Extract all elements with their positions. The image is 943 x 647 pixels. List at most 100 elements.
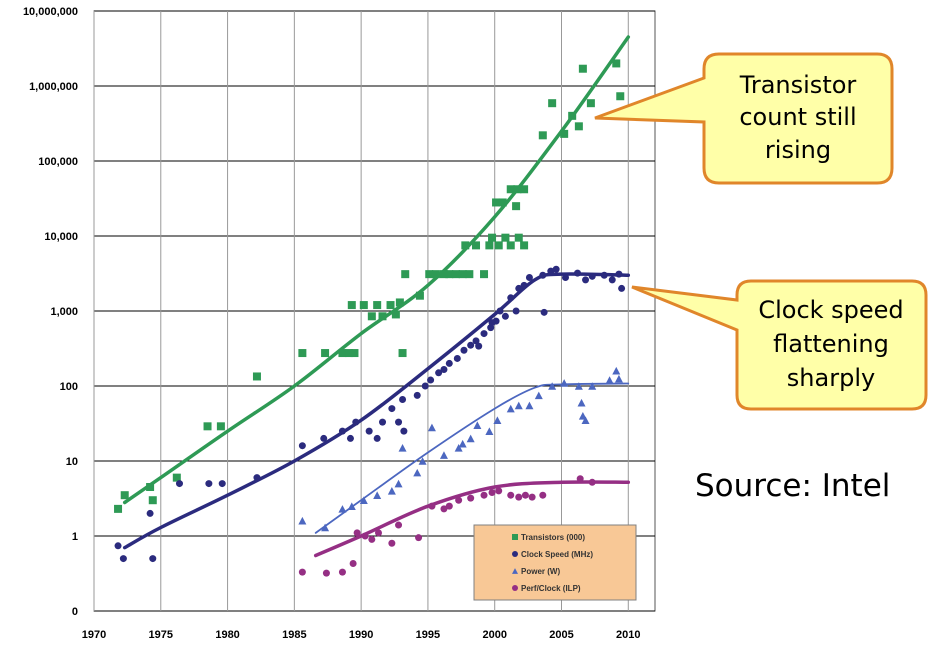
- clock-trend-line: [122, 272, 631, 550]
- x-tick-label: 1975: [149, 629, 173, 641]
- power-point: [485, 427, 494, 435]
- power-point: [398, 443, 407, 452]
- clock-point: [472, 337, 480, 345]
- transistors-point: [391, 310, 400, 319]
- power-point: [588, 382, 597, 390]
- legend-entry-clock: Clock Speed (MHz): [512, 550, 593, 559]
- legend-label-ilp: Perf/Clock (ILP): [521, 584, 581, 593]
- clock-point: [114, 542, 122, 550]
- clock-point: [365, 427, 373, 435]
- transistors-point: [492, 198, 501, 207]
- clock-point: [149, 555, 157, 563]
- transistors-point: [472, 241, 481, 250]
- transistors-point: [451, 270, 460, 279]
- clock-point: [338, 427, 346, 435]
- transistors-point: [367, 312, 376, 321]
- transistors-point: [321, 349, 330, 358]
- power-point: [394, 479, 403, 488]
- legend-marker-ilp: [512, 585, 518, 591]
- series-transistors: [114, 35, 631, 513]
- ilp-point: [353, 529, 361, 537]
- clock-point: [562, 273, 570, 281]
- transistors-point: [494, 241, 503, 250]
- ilp-point: [298, 568, 306, 576]
- clock-point: [475, 342, 483, 350]
- series-power: [298, 366, 630, 534]
- power-point: [427, 423, 436, 432]
- x-tick-label: 2010: [616, 629, 640, 641]
- ilp-point: [368, 535, 376, 543]
- power-point: [574, 382, 583, 390]
- clock-point: [399, 396, 407, 404]
- transistors-point: [148, 496, 157, 505]
- x-tick-label: 2005: [549, 629, 573, 641]
- transistors-point: [203, 422, 212, 431]
- power-point: [387, 487, 396, 495]
- clock-point: [540, 308, 548, 316]
- source-label: Source: Intel: [695, 468, 891, 504]
- ilp-point: [415, 534, 423, 542]
- clock-point: [480, 330, 488, 338]
- transistors-point: [338, 349, 347, 358]
- clock-point: [146, 509, 154, 517]
- ilp-point: [521, 491, 529, 499]
- clock-point: [379, 418, 387, 426]
- transistors-point: [485, 241, 494, 250]
- transistor-callout-bubble: [594, 52, 894, 185]
- clock-point: [175, 480, 183, 488]
- clock-point: [588, 272, 596, 280]
- transistors-point: [350, 349, 359, 358]
- power-point: [581, 416, 590, 424]
- clock-callout-bubble: [631, 279, 928, 411]
- power-point: [347, 502, 356, 510]
- legend-label-transistors: Transistors (000): [521, 533, 585, 542]
- transistors-point: [378, 312, 387, 321]
- transistor-callout-line-3: rising: [765, 136, 831, 164]
- legend-marker-transistors: [512, 534, 518, 540]
- transistors-point: [386, 301, 395, 310]
- transistors-point: [513, 185, 522, 194]
- transistors-point: [501, 233, 510, 242]
- transistors-point: [506, 185, 515, 194]
- transistors-point: [395, 298, 404, 307]
- legend-label-power: Power (W): [521, 567, 560, 576]
- clock-point: [515, 284, 523, 292]
- legend-marker-power: [512, 568, 518, 574]
- transistors-point: [574, 122, 583, 131]
- clock-point: [346, 434, 354, 442]
- clock-point: [427, 376, 435, 384]
- clock-point: [435, 369, 443, 377]
- clock-point: [395, 418, 403, 426]
- ilp-point: [322, 569, 330, 577]
- ilp-point: [588, 478, 596, 486]
- y-tick-label: 1: [72, 531, 78, 543]
- clock-point: [453, 354, 461, 362]
- transistors-point: [480, 270, 489, 279]
- legend-entry-power: Power (W): [512, 567, 560, 576]
- ilp-point: [349, 559, 357, 567]
- ilp-point: [539, 491, 547, 499]
- clock-point: [388, 405, 396, 413]
- y-axis: 0 1 10 100 1,000 10,000 100,000 1,000,000 10,000…: [23, 6, 78, 618]
- clock-point: [119, 555, 127, 563]
- power-point: [514, 401, 523, 410]
- legend-marker-clock: [512, 551, 518, 557]
- transistors-point: [345, 349, 354, 358]
- transistors-point: [458, 270, 467, 279]
- clock-callout-line-1: Clock speed: [758, 296, 903, 324]
- clock-point: [298, 442, 306, 450]
- ilp-point: [375, 529, 383, 537]
- transistors-point: [114, 504, 123, 513]
- clock-point: [618, 284, 626, 292]
- x-tick-label: 1980: [215, 629, 239, 641]
- transistors-point: [439, 270, 448, 279]
- transistors-point: [612, 59, 621, 68]
- power-point: [612, 366, 621, 375]
- clock-point: [253, 474, 261, 482]
- clock-point: [539, 271, 547, 279]
- power-point: [466, 434, 475, 443]
- y-tick-label: 100: [60, 381, 78, 393]
- clock-point: [205, 480, 213, 488]
- power-point: [373, 491, 382, 499]
- ilp-point: [445, 502, 453, 510]
